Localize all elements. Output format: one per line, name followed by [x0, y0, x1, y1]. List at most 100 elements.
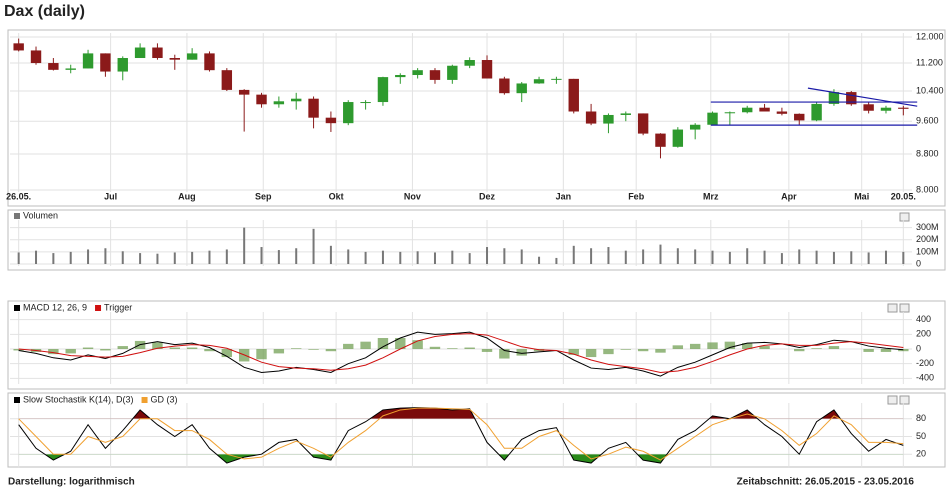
close-button[interactable] — [899, 212, 910, 222]
title: Dax (daily) — [4, 3, 85, 20]
y-tick-label: 100M — [916, 246, 939, 256]
y-tick-label: 8.000 — [916, 184, 939, 194]
move-button[interactable] — [887, 303, 898, 313]
candle-body — [395, 75, 406, 78]
candle-body — [585, 111, 597, 124]
volume-bar — [676, 248, 679, 264]
candle-body — [13, 43, 24, 51]
macd-histogram-bar — [603, 349, 614, 355]
y-tick-label: 9.600 — [916, 116, 939, 126]
series-line — [18, 407, 904, 461]
candle-body — [325, 117, 337, 124]
macd-histogram-bar — [291, 348, 302, 349]
macd-histogram-bar — [429, 346, 441, 349]
volume-bar — [416, 251, 419, 264]
macd-histogram-bar — [360, 341, 371, 349]
volume-bar — [208, 250, 211, 264]
legend-swatch — [14, 397, 20, 403]
volume-bar — [746, 248, 749, 264]
volume-bar — [364, 251, 367, 264]
macd-histogram-bar — [377, 338, 389, 349]
x-tick-label: Jul — [104, 191, 117, 201]
volume-bar — [156, 253, 159, 264]
macd-histogram-bar — [499, 349, 510, 359]
volume-bar — [468, 253, 471, 264]
volume-bar — [520, 249, 523, 264]
volume-bar — [399, 251, 402, 264]
candle-body — [846, 92, 857, 105]
candle-body — [447, 65, 458, 80]
volume-bar — [780, 253, 783, 264]
candle-body — [117, 58, 128, 72]
candle-body — [238, 89, 250, 95]
x-tick-label: Mai — [854, 191, 869, 201]
macd-histogram-bar — [447, 348, 458, 349]
candle-body — [603, 114, 614, 124]
legend-label: Slow Stochastik K(14), D(3) — [23, 394, 134, 404]
volume-bar — [381, 250, 384, 264]
candle-body — [533, 79, 545, 84]
macd-histogram-bar — [794, 349, 805, 352]
volume-bar — [694, 249, 697, 264]
candle-body — [568, 78, 579, 112]
candle-body — [186, 53, 198, 60]
candle-body — [377, 77, 389, 103]
volume-bar — [832, 251, 835, 264]
footer-left: Darstellung: logarithmisch — [8, 477, 135, 488]
trend-line — [807, 87, 918, 107]
legend-label: MACD 12, 26, 9 — [23, 302, 87, 312]
volume-bar — [104, 248, 107, 264]
candle-body — [776, 111, 788, 114]
candle-body — [707, 112, 718, 125]
candle-body — [828, 92, 840, 104]
macd-histogram-bar — [464, 347, 475, 349]
y-tick-label: 200M — [916, 234, 939, 244]
price-panel — [7, 29, 946, 207]
x-tick-label: Nov — [404, 191, 421, 201]
macd-histogram-bar — [256, 349, 267, 360]
close-button[interactable] — [899, 395, 910, 405]
volume-bar — [555, 257, 558, 264]
move-button[interactable] — [887, 395, 898, 405]
x-tick-label: 26.05. — [6, 191, 31, 201]
macd-histogram-bar — [481, 349, 493, 352]
macd-histogram-bar — [13, 349, 24, 351]
macd-histogram-bar — [759, 346, 770, 349]
macd-histogram-bar — [620, 349, 631, 350]
macd-histogram-bar — [568, 349, 579, 355]
macd-histogram-bar — [65, 349, 76, 354]
volume-bar — [451, 250, 454, 264]
macd-histogram-bar — [221, 349, 233, 358]
candle-body — [291, 98, 302, 102]
candle-body — [516, 83, 527, 94]
y-tick-label: 80 — [916, 413, 926, 423]
macd-histogram-bar — [273, 349, 285, 354]
candle-body — [863, 104, 874, 111]
close-button[interactable] — [899, 303, 910, 313]
candle-body — [65, 68, 76, 70]
volume-bar — [572, 245, 575, 264]
volume-bar — [329, 245, 332, 264]
candle-body — [724, 112, 736, 114]
y-tick-label: 12.000 — [916, 31, 944, 41]
macd-histogram-bar — [117, 346, 128, 349]
macd-histogram-bar — [516, 349, 527, 356]
macd-histogram-bar — [395, 338, 406, 349]
macd-histogram-bar — [724, 341, 736, 349]
macd-histogram-bar — [672, 345, 684, 349]
legend-label: GD (3) — [151, 394, 178, 404]
volume-panel — [7, 209, 946, 271]
volume-bar — [486, 247, 489, 264]
macd-histogram-bar — [308, 349, 319, 350]
y-tick-label: 0 — [916, 258, 921, 268]
candle-body — [620, 113, 631, 115]
candle-body — [134, 47, 146, 59]
macd-histogram-bar — [828, 346, 840, 349]
y-tick-label: 0 — [916, 343, 921, 353]
candle-body — [880, 107, 892, 111]
y-tick-label: 11.200 — [916, 57, 943, 67]
macd-histogram-bar — [742, 343, 753, 349]
candle-body — [204, 53, 215, 71]
